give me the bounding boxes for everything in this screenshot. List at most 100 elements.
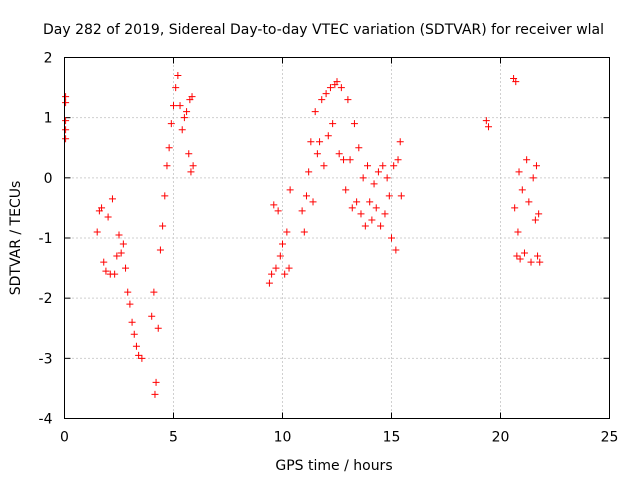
y-axis-label: SDTVAR / TECUs — [8, 181, 24, 296]
data-point — [309, 198, 317, 206]
x-tick-label: 10 — [274, 430, 292, 446]
data-point — [163, 162, 171, 170]
data-point — [183, 108, 191, 116]
data-point — [485, 123, 493, 131]
data-point — [515, 168, 523, 176]
data-point — [100, 258, 108, 266]
data-point — [180, 114, 188, 122]
data-point — [161, 192, 169, 200]
plot-frame — [64, 57, 610, 419]
data-point — [381, 210, 389, 218]
data-points — [62, 72, 544, 398]
data-point — [359, 174, 367, 182]
y-tick-label: -1 — [39, 231, 53, 247]
data-point — [185, 150, 193, 158]
data-point — [270, 201, 278, 209]
data-point — [344, 96, 352, 104]
data-point — [388, 234, 395, 242]
data-point — [117, 249, 125, 257]
data-point — [167, 120, 175, 128]
data-point — [98, 204, 106, 212]
data-point — [62, 99, 70, 107]
data-point — [350, 120, 358, 128]
data-point — [62, 117, 70, 125]
data-point — [370, 180, 378, 188]
data-point — [285, 264, 293, 272]
y-tick-label: -4 — [39, 412, 53, 428]
data-point — [532, 162, 540, 170]
data-point — [102, 267, 110, 275]
data-point — [348, 204, 356, 212]
data-point — [172, 84, 180, 92]
data-point — [188, 93, 196, 101]
data-point — [529, 174, 537, 182]
data-point — [150, 288, 158, 296]
y-tick-label: 0 — [44, 171, 53, 187]
data-point — [383, 174, 391, 182]
data-point — [335, 150, 343, 158]
data-point — [154, 324, 162, 332]
y-tick-label: 2 — [44, 51, 53, 67]
data-point — [148, 312, 156, 320]
data-point — [113, 252, 121, 260]
data-point — [268, 270, 276, 278]
data-point — [298, 207, 306, 215]
x-tick-label: 0 — [60, 430, 69, 446]
data-point — [281, 270, 289, 278]
data-point — [355, 144, 363, 152]
data-point — [283, 228, 291, 236]
data-point — [531, 216, 539, 224]
data-point — [518, 186, 526, 194]
data-point — [176, 102, 184, 110]
data-point — [396, 138, 404, 146]
data-point — [329, 120, 337, 128]
data-point — [482, 117, 490, 125]
data-point — [311, 108, 319, 116]
axis-ticks: 0 5 10 15 20 25 -4 -3 -2 -1 0 1 2 — [39, 51, 619, 446]
x-tick-label: 15 — [383, 430, 401, 446]
data-point — [390, 162, 398, 170]
data-point — [322, 90, 330, 98]
data-point — [104, 213, 112, 221]
data-point — [313, 150, 321, 158]
data-point — [372, 204, 380, 212]
data-point — [156, 246, 164, 254]
data-point — [392, 246, 400, 254]
data-point — [178, 126, 186, 134]
data-point — [377, 222, 385, 230]
data-point — [124, 288, 132, 296]
y-tick-label: 1 — [44, 111, 53, 127]
data-point — [353, 198, 361, 206]
data-point — [346, 156, 354, 164]
data-point — [361, 222, 369, 230]
data-point — [320, 162, 328, 170]
data-point — [174, 72, 182, 80]
data-point — [108, 195, 116, 203]
data-point — [333, 78, 341, 86]
data-point — [523, 156, 531, 164]
data-point — [152, 378, 160, 386]
data-point — [286, 186, 294, 194]
data-point — [272, 264, 280, 272]
data-point — [394, 156, 402, 164]
data-point — [62, 126, 70, 134]
data-point — [115, 231, 123, 239]
data-point — [511, 204, 519, 212]
x-tick-label: 25 — [601, 430, 619, 446]
y-tick-label: -2 — [39, 291, 53, 307]
data-point — [187, 168, 195, 176]
data-point — [122, 264, 130, 272]
data-point — [513, 252, 521, 260]
data-point — [385, 192, 393, 200]
data-point — [170, 102, 177, 110]
data-point — [324, 132, 332, 140]
data-point — [130, 330, 138, 338]
data-point — [536, 258, 544, 266]
data-point — [189, 162, 197, 170]
data-point — [126, 300, 134, 308]
data-point — [305, 168, 313, 176]
data-point — [274, 207, 282, 215]
data-point — [165, 144, 173, 152]
chart-title: Day 282 of 2019, Sidereal Day-to-day VTE… — [43, 22, 604, 38]
data-point — [111, 270, 119, 278]
